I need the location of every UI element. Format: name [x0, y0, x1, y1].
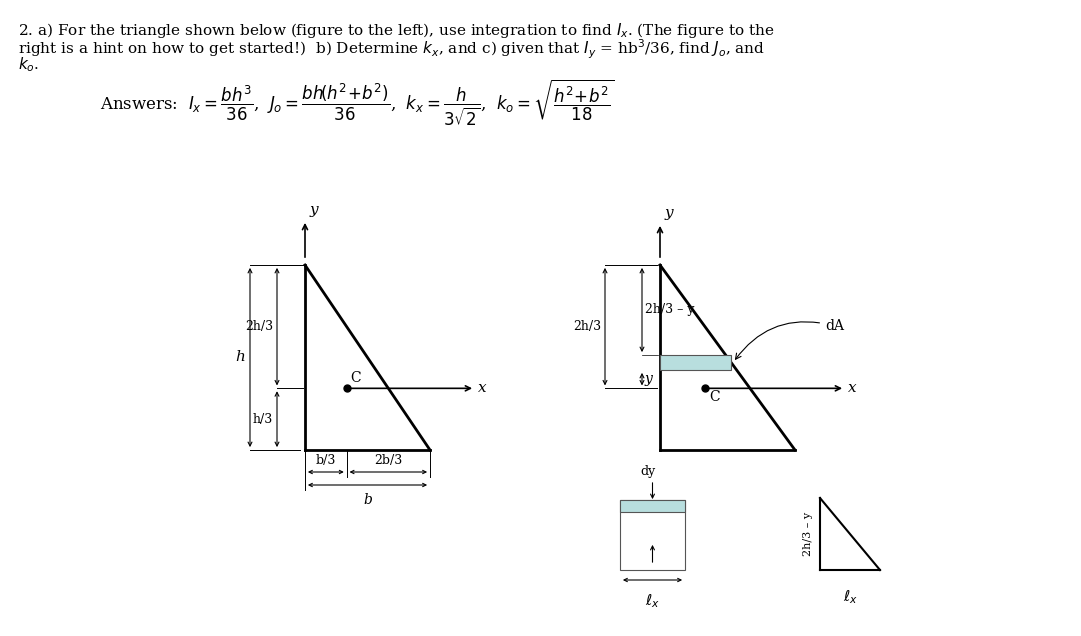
Text: 2h/3 – y: 2h/3 – y — [803, 512, 813, 556]
Text: 2b/3: 2b/3 — [374, 454, 402, 467]
Text: b: b — [363, 493, 372, 507]
Bar — [620, 500, 685, 512]
Text: right is a hint on how to get started!)  b) Determine $k_x$, and c) given that $: right is a hint on how to get started!) … — [18, 38, 765, 61]
Text: Answers:  $I_x = \dfrac{bh^3}{36}$,  $J_o = \dfrac{bh\!\left(h^2\!+\!b^2\right)}: Answers: $I_x = \dfrac{bh^3}{36}$, $J_o … — [101, 78, 614, 128]
Text: dy: dy — [641, 465, 656, 478]
Text: x: x — [848, 382, 856, 396]
Text: $\ell_x$: $\ell_x$ — [842, 588, 857, 605]
Text: dA: dA — [735, 319, 844, 359]
Text: C: C — [350, 371, 361, 385]
Text: $k_o$.: $k_o$. — [18, 55, 39, 74]
Text: h/3: h/3 — [253, 413, 273, 425]
Text: h: h — [236, 350, 245, 364]
Text: C: C — [709, 391, 720, 404]
Text: 2. a) For the triangle shown below (figure to the left), use integration to find: 2. a) For the triangle shown below (figu… — [18, 21, 774, 40]
Text: 2h/3: 2h/3 — [573, 320, 601, 333]
Text: 2h/3: 2h/3 — [245, 320, 273, 333]
Text: y: y — [310, 203, 319, 217]
Bar — [660, 355, 731, 370]
Text: y: y — [665, 206, 673, 220]
Bar — [620, 500, 685, 570]
Text: x: x — [478, 382, 486, 396]
Text: 2h/3 – y: 2h/3 – y — [645, 303, 694, 317]
Text: y: y — [645, 372, 653, 386]
Text: $\ell_x$: $\ell_x$ — [645, 592, 659, 610]
Text: b/3: b/3 — [316, 454, 336, 467]
